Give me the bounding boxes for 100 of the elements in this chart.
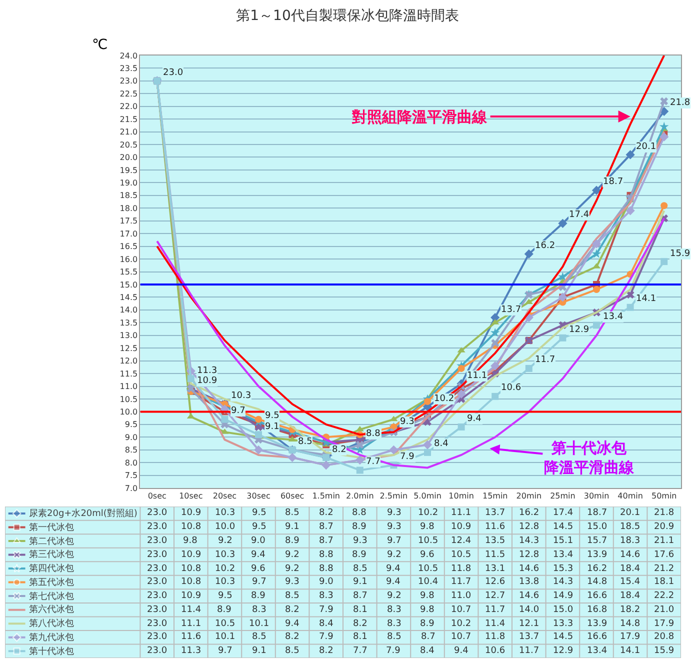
data-label: 14.3 xyxy=(553,577,574,587)
y-tick-label: 9.0 xyxy=(124,432,138,442)
y-tick-label: 10.0 xyxy=(120,408,138,417)
point xyxy=(422,440,432,450)
data-label: 8.5 xyxy=(285,591,300,601)
text: 10.9 xyxy=(197,376,218,386)
data-label: 10.1 xyxy=(215,632,236,642)
text: 7.9 xyxy=(400,452,414,462)
data-label: 12.8 xyxy=(519,522,540,532)
data-label: 9.4 xyxy=(386,564,401,574)
point xyxy=(524,298,533,304)
data-label: 23.0 xyxy=(147,536,168,546)
data-label: 13.8 xyxy=(519,577,540,587)
point xyxy=(390,416,398,422)
data-label: 10.1 xyxy=(249,619,270,629)
data-label: 20.9 xyxy=(654,522,674,532)
point xyxy=(659,122,669,131)
data-label: 9.7 xyxy=(252,577,266,587)
point xyxy=(456,389,466,398)
y-tick-label: 16.5 xyxy=(120,242,138,252)
point xyxy=(660,202,668,210)
x-tick-label: 10min xyxy=(448,492,474,501)
text: 7.7 xyxy=(366,457,380,467)
point xyxy=(288,452,297,462)
data-label: 23.0 xyxy=(147,619,168,629)
data-label: 13.7 xyxy=(519,632,540,642)
data-label: 12.1 xyxy=(519,619,540,629)
data-label: 9.7 xyxy=(387,536,402,546)
data-label: 15.9 xyxy=(654,646,674,656)
y-tick-label: 8.0 xyxy=(124,458,138,468)
point xyxy=(424,448,431,456)
data-label: 11.4 xyxy=(485,619,506,629)
point xyxy=(592,186,602,195)
point xyxy=(255,416,262,423)
y-tick-label: 8.5 xyxy=(124,446,138,455)
data-label: 9.3 xyxy=(387,508,402,518)
data-label: 8.7 xyxy=(319,522,334,532)
data-label: 20.8 xyxy=(654,632,674,642)
data-label: 10.7 xyxy=(451,605,472,615)
y-tick-label: 13.0 xyxy=(120,331,138,340)
point xyxy=(458,423,465,430)
point xyxy=(458,364,465,372)
point xyxy=(559,334,566,342)
data-label: 9.4 xyxy=(454,646,469,656)
data-label: 9.4 xyxy=(251,550,266,560)
point xyxy=(593,286,600,294)
x-tick-label: 20sec xyxy=(212,492,237,501)
data-label: 8.2 xyxy=(319,646,334,656)
data-label: 18.7 xyxy=(587,508,608,518)
data-label: 8.3 xyxy=(319,591,334,601)
text: 9.7 xyxy=(231,406,246,416)
text: 8.4 xyxy=(434,439,448,449)
data-label: 11.4 xyxy=(181,605,202,615)
data-label: 8.3 xyxy=(252,605,266,615)
data-label: 14.6 xyxy=(519,591,540,601)
y-tick-label: 11.5 xyxy=(120,369,138,378)
point xyxy=(626,206,635,216)
data-label: 9.2 xyxy=(387,550,402,560)
x-tick-label: 10sec xyxy=(179,492,203,501)
data-label: 14.3 xyxy=(519,536,540,546)
data-label: 14.0 xyxy=(519,605,540,615)
text: 13.4 xyxy=(603,312,624,322)
data-label: 8.5 xyxy=(353,564,368,574)
data-label: 11.7 xyxy=(485,605,506,615)
annotation: 第十代冰包降溫平滑曲線 xyxy=(544,439,635,476)
data-label: 9.0 xyxy=(319,577,334,587)
data-label: 7.9 xyxy=(319,632,334,642)
x-tick-label: 2.0min xyxy=(346,492,374,501)
y-tick-label: 10.5 xyxy=(120,394,138,404)
x-tick-label: 0sec xyxy=(148,492,166,501)
data-label: 9.1 xyxy=(252,646,266,656)
data-label: 23.0 xyxy=(147,522,168,532)
x-tick-label: 30sec xyxy=(246,492,270,501)
y-tick-label: 17.5 xyxy=(120,216,138,226)
y-tick-label: 12.5 xyxy=(120,344,138,353)
data-label: 9.0 xyxy=(251,536,266,546)
x-tick-label: 30min xyxy=(584,492,610,501)
data-label: 21.8 xyxy=(654,508,674,518)
data-label: 21.1 xyxy=(654,536,674,546)
data-label: 12.8 xyxy=(519,550,540,560)
data-label: 13.4 xyxy=(587,646,608,656)
text: 13.7 xyxy=(501,305,522,315)
point xyxy=(593,322,600,329)
x-tick-label: 2.5min xyxy=(380,492,408,501)
y-tick-label: 7.5 xyxy=(124,471,138,480)
data-label: 8.8 xyxy=(319,550,334,560)
x-tick-label: 5.0min xyxy=(414,492,442,501)
data-label: 7.9 xyxy=(386,646,401,656)
y-tick-label: 14.5 xyxy=(120,293,138,302)
y-axis-title: ℃ xyxy=(92,37,108,53)
data-label: 14.5 xyxy=(553,632,574,642)
data-label: 10.9 xyxy=(181,591,202,601)
data-label: 10.3 xyxy=(215,577,236,587)
data-label: 9.4 xyxy=(386,577,401,587)
data-label: 11.6 xyxy=(181,632,202,642)
data-label: 9.3 xyxy=(353,536,368,546)
data-label: 8.7 xyxy=(353,591,368,601)
y-tick-label: 22.0 xyxy=(120,102,138,112)
point xyxy=(525,364,532,372)
legend-label: 第二代冰包 xyxy=(29,536,74,547)
